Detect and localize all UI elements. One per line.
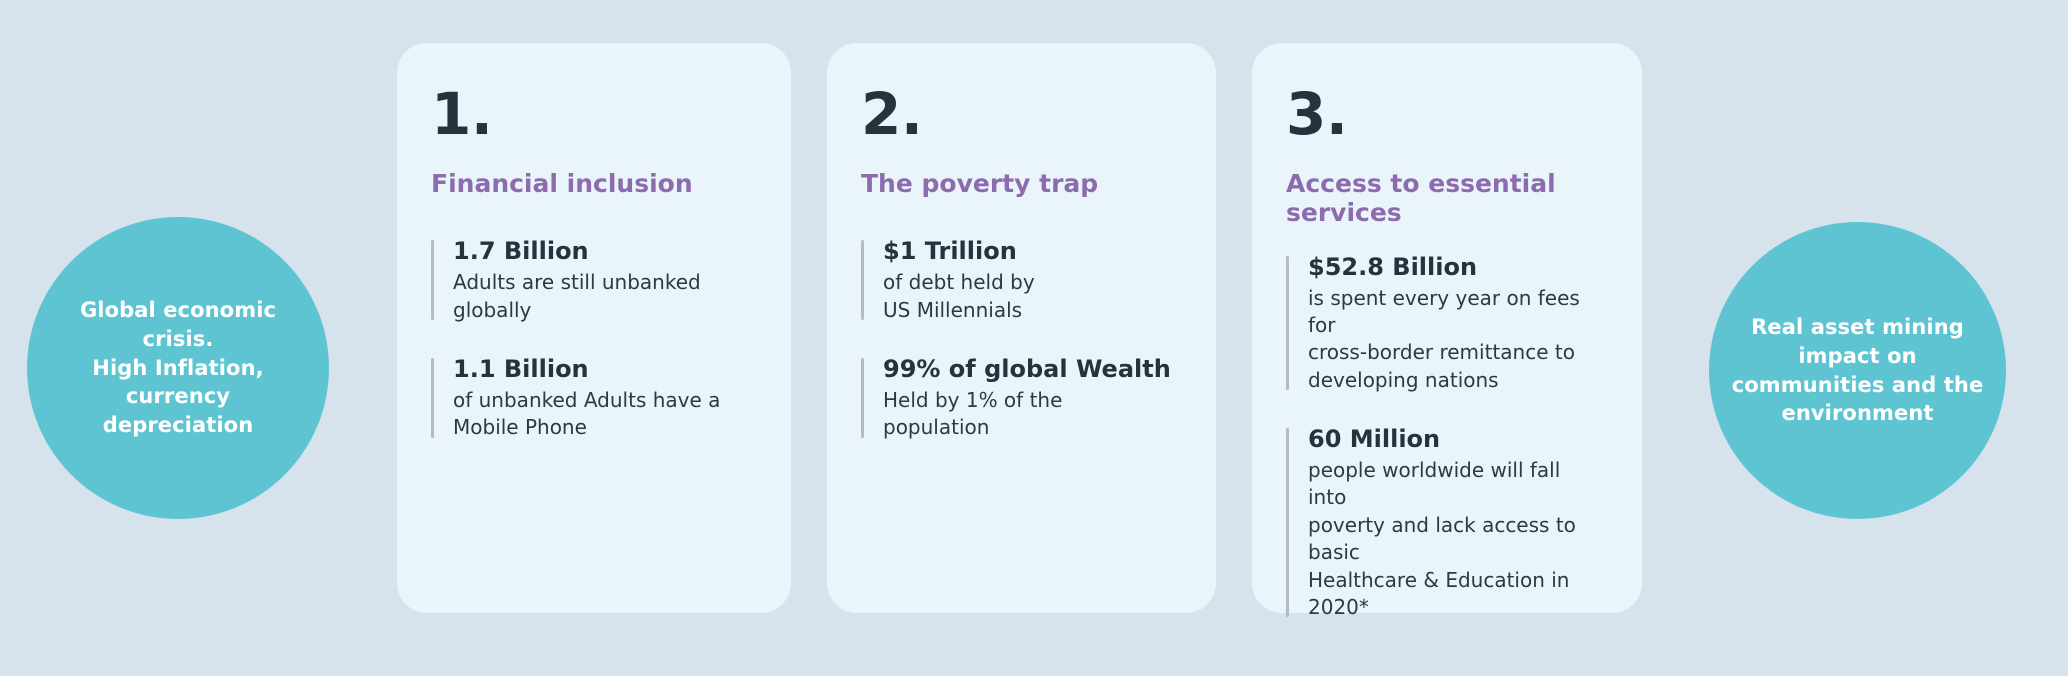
card-1-number: 1. [431,80,493,148]
stat-description: of debt held by US Millennials [883,270,1035,322]
stat-value: 60 Million [1308,425,1441,454]
stat-description: people worldwide will fall into poverty … [1308,458,1576,620]
card-1-heading: Financial inclusion [431,169,693,198]
card-2-number: 2. [861,80,923,148]
vertical-rule-icon [861,358,864,438]
stat-value: $1 Trillion [883,237,1017,266]
card-3-heading: Access to essential services [1286,169,1556,228]
stat-value: 99% of global Wealth [883,355,1171,384]
vertical-rule-icon [431,358,434,438]
stat-value: 1.1 Billion [453,355,589,384]
card-2-stats: $1 Trillion of debt held by US Millennia… [861,236,1176,442]
vertical-rule-icon [431,240,434,321]
problem-cards-group: 1. Financial inclusion 1.7 Billion Adult… [397,43,1642,619]
left-circle-text: Global economic crisis. High Inflation, … [79,297,277,438]
vertical-rule-icon [861,240,864,321]
stat-block: $1 Trillion of debt held by US Millennia… [861,236,1176,324]
stat-description: is spent every year on fees for cross-bo… [1308,285,1580,392]
card-1-stats: 1.7 Billion Adults are still unbanked gl… [431,236,751,442]
vertical-rule-icon [1286,255,1289,391]
vertical-rule-icon [1286,428,1289,618]
card-3-stats: $52.8 Billion is spent every year on fee… [1286,252,1602,622]
stat-block: 99% of global Wealth Held by 1% of the p… [861,354,1176,442]
stat-block: 1.1 Billion of unbanked Adults have a Mo… [431,354,751,442]
stat-block: 60 Million people worldwide will fall in… [1286,424,1602,621]
problem-card-2: 2. The poverty trap $1 Trillion of debt … [827,43,1216,613]
stat-block: $52.8 Billion is spent every year on fee… [1286,252,1602,395]
problem-card-3: 3. Access to essential services $52.8 Bi… [1252,43,1642,619]
right-circle-text: Real asset mining impact on communities … [1731,314,1984,426]
problem-card-1: 1. Financial inclusion 1.7 Billion Adult… [397,43,791,613]
stat-description: Held by 1% of the population [883,388,1063,440]
stat-value: 1.7 Billion [453,237,589,266]
stat-value: $52.8 Billion [1308,252,1478,281]
stat-description: of unbanked Adults have a Mobile Phone [453,388,721,440]
stat-description: Adults are still unbanked globally [453,270,701,322]
stat-block: 1.7 Billion Adults are still unbanked gl… [431,236,751,324]
right-context-circle: Real asset mining impact on communities … [1709,222,2006,519]
card-3-number: 3. [1286,80,1348,148]
left-context-circle: Global economic crisis. High Inflation, … [27,217,329,519]
card-2-heading: The poverty trap [861,169,1099,198]
